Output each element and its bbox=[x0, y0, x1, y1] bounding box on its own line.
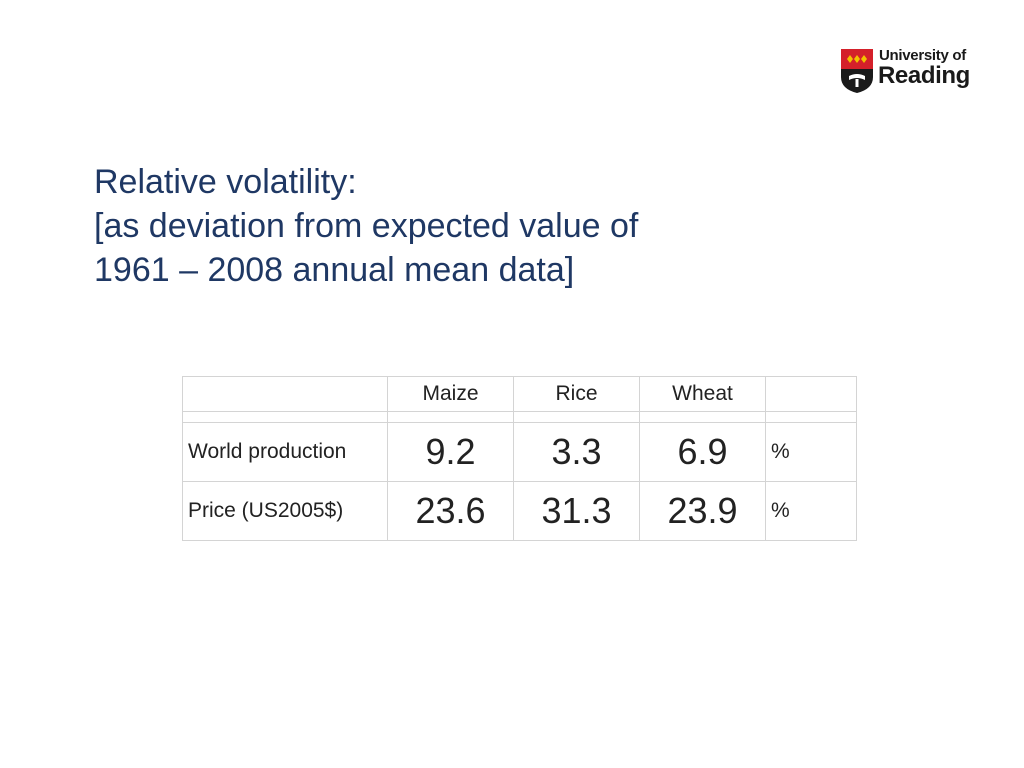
row-label: Price (US2005$) bbox=[182, 481, 388, 541]
table-spacer-row bbox=[182, 411, 857, 423]
table-cell bbox=[182, 411, 388, 423]
table-cell bbox=[387, 411, 514, 423]
table-cell-value: 31.3 bbox=[513, 481, 640, 541]
logo-line-1: University of bbox=[879, 47, 966, 64]
title-line-1: Relative volatility: bbox=[94, 163, 357, 201]
table-cell-value: 3.3 bbox=[513, 422, 640, 482]
slide-title: Relative volatility: [as deviation from … bbox=[94, 160, 794, 292]
table-cell-value: 9.2 bbox=[387, 422, 514, 482]
table-cell-value: 6.9 bbox=[639, 422, 766, 482]
table-header-cell bbox=[182, 376, 388, 412]
title-line-3: 1961 – 2008 annual mean data] bbox=[94, 251, 575, 289]
table-cell-value: 23.6 bbox=[387, 481, 514, 541]
table-header-rice: Rice bbox=[513, 376, 640, 412]
table-header-row: Maize Rice Wheat bbox=[182, 376, 857, 412]
unit-label: % bbox=[765, 422, 857, 482]
unit-label: % bbox=[765, 481, 857, 541]
volatility-table: Maize Rice Wheat World production 9.2 3.… bbox=[182, 376, 857, 541]
table-row: World production 9.2 3.3 6.9 % bbox=[182, 422, 857, 482]
university-logo: University of Reading bbox=[841, 47, 981, 97]
logo-line-2: Reading bbox=[878, 62, 970, 89]
table-header-wheat: Wheat bbox=[639, 376, 766, 412]
table-header-cell bbox=[765, 376, 857, 412]
crest-icon bbox=[841, 49, 873, 93]
table-cell bbox=[513, 411, 640, 423]
title-line-2: [as deviation from expected value of bbox=[94, 207, 639, 245]
row-label: World production bbox=[182, 422, 388, 482]
table-header-maize: Maize bbox=[387, 376, 514, 412]
table-cell bbox=[765, 411, 857, 423]
table-row: Price (US2005$) 23.6 31.3 23.9 % bbox=[182, 481, 857, 541]
table-cell bbox=[639, 411, 766, 423]
table-cell-value: 23.9 bbox=[639, 481, 766, 541]
